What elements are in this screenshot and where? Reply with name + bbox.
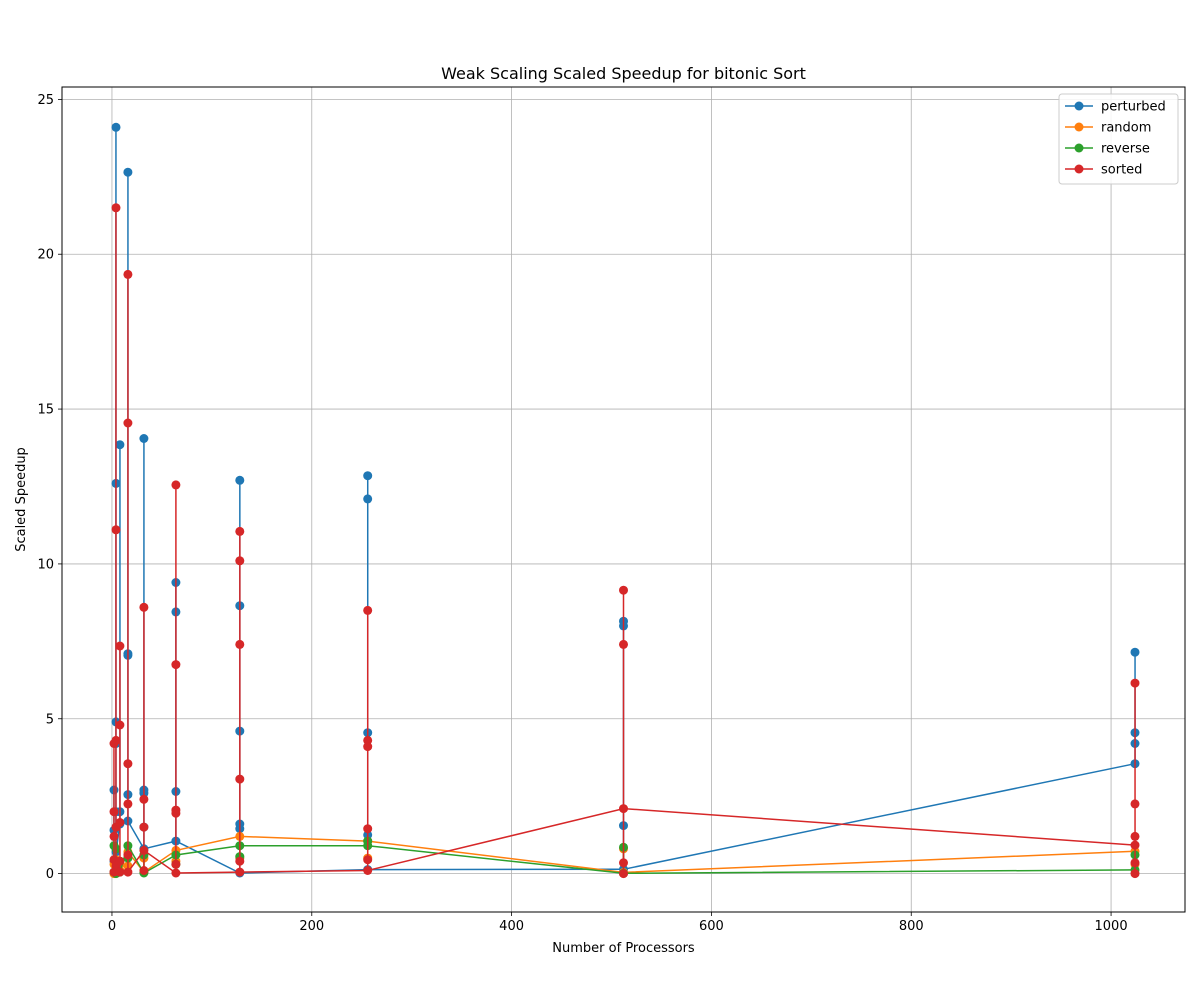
y-axis-label: Scaled Speedup bbox=[14, 447, 29, 552]
data-point-sorted bbox=[115, 720, 125, 730]
data-point-sorted bbox=[619, 639, 628, 649]
x-axis-label: Number of Processors bbox=[552, 941, 695, 956]
data-point-sorted bbox=[1130, 678, 1140, 688]
plot-frame bbox=[61, 86, 1186, 913]
legend-item-perturbed: perturbed bbox=[1065, 100, 1166, 115]
data-point-perturbed bbox=[1130, 647, 1140, 657]
data-point-sorted bbox=[619, 869, 628, 879]
data-point-perturbed bbox=[235, 475, 245, 485]
data-point-perturbed bbox=[139, 434, 149, 443]
data-point-sorted bbox=[123, 418, 133, 428]
data-point-sorted bbox=[123, 759, 133, 769]
data-point-sorted bbox=[363, 742, 373, 752]
legend-label: sorted bbox=[1101, 163, 1142, 178]
data-point-sorted bbox=[171, 808, 181, 818]
data-point-sorted bbox=[115, 818, 125, 827]
legend-label: perturbed bbox=[1101, 100, 1166, 115]
data-point-sorted bbox=[123, 799, 133, 809]
data-point-sorted bbox=[235, 526, 245, 536]
chart-title: Weak Scaling Scaled Speedup for bitonic … bbox=[441, 64, 806, 83]
data-point-sorted bbox=[123, 269, 133, 279]
x-tick-label: 400 bbox=[499, 919, 524, 934]
data-point-sorted bbox=[619, 804, 628, 814]
data-point-perturbed bbox=[363, 471, 373, 481]
data-point-sorted bbox=[1130, 831, 1140, 841]
data-point-perturbed bbox=[123, 167, 133, 177]
data-point-sorted bbox=[139, 822, 149, 832]
y-tick-label: 20 bbox=[37, 248, 54, 263]
data-point-sorted bbox=[235, 867, 245, 877]
series-sorted bbox=[109, 203, 1140, 879]
legend-marker bbox=[1074, 164, 1084, 174]
data-point-sorted bbox=[171, 480, 181, 490]
legend-label: random bbox=[1101, 121, 1151, 136]
x-tick-label: 600 bbox=[699, 919, 724, 934]
y-tick-label: 5 bbox=[46, 712, 54, 727]
legend-label: reverse bbox=[1101, 142, 1150, 157]
legend-marker bbox=[1074, 122, 1084, 132]
data-point-sorted bbox=[363, 605, 373, 615]
data-point-sorted bbox=[139, 845, 149, 855]
y-tick-label: 25 bbox=[37, 93, 54, 108]
data-point-sorted bbox=[171, 859, 181, 869]
data-point-sorted bbox=[1130, 840, 1140, 850]
data-point-sorted bbox=[109, 831, 119, 841]
data-point-sorted bbox=[235, 556, 245, 566]
y-tick-label: 10 bbox=[37, 557, 54, 572]
x-tick-label: 1000 bbox=[1095, 919, 1128, 934]
series-layer bbox=[109, 122, 1140, 879]
data-point-sorted bbox=[235, 774, 245, 784]
data-point-sorted bbox=[115, 867, 125, 877]
data-point-sorted bbox=[139, 794, 149, 804]
y-tick-label: 15 bbox=[37, 403, 54, 418]
data-point-sorted bbox=[619, 858, 628, 868]
data-point-sorted bbox=[1130, 799, 1140, 809]
data-point-sorted bbox=[1130, 869, 1140, 879]
data-point-sorted bbox=[109, 807, 119, 817]
data-point-sorted bbox=[363, 855, 373, 865]
data-point-sorted bbox=[619, 585, 628, 595]
data-point-sorted bbox=[123, 867, 133, 877]
x-tick-label: 800 bbox=[899, 919, 924, 934]
data-point-sorted bbox=[111, 203, 121, 213]
data-point-sorted bbox=[115, 856, 125, 866]
legend-box bbox=[1058, 93, 1179, 185]
data-point-sorted bbox=[171, 868, 181, 878]
x-tick-label: 200 bbox=[299, 919, 324, 934]
data-point-sorted bbox=[139, 602, 149, 612]
data-point-sorted bbox=[363, 735, 373, 745]
data-point-sorted bbox=[139, 866, 149, 875]
legend: perturbed random reverse sorted bbox=[1058, 93, 1179, 185]
legend-marker bbox=[1074, 143, 1084, 153]
data-point-sorted bbox=[363, 866, 373, 875]
data-point-sorted bbox=[235, 856, 245, 866]
data-point-perturbed bbox=[111, 122, 121, 132]
data-point-sorted bbox=[111, 525, 121, 535]
data-point-perturbed bbox=[115, 440, 125, 450]
legend-marker bbox=[1074, 101, 1084, 111]
data-point-sorted bbox=[123, 850, 133, 860]
data-point-sorted bbox=[171, 660, 181, 670]
data-point-perturbed bbox=[363, 494, 373, 504]
legend-item-sorted: sorted bbox=[1065, 163, 1142, 178]
data-point-sorted bbox=[363, 824, 373, 834]
y-tick-label: 0 bbox=[46, 867, 54, 882]
x-tick-label: 0 bbox=[108, 919, 116, 934]
data-point-sorted bbox=[1130, 858, 1140, 868]
data-point-sorted bbox=[115, 641, 125, 651]
data-point-sorted bbox=[111, 735, 121, 745]
axis-ticks: 0 200 400 600 800 1000 0 5 10 15 20 25 bbox=[37, 93, 1127, 934]
legend-item-random: random bbox=[1065, 121, 1151, 136]
legend-item-reverse: reverse bbox=[1065, 142, 1150, 157]
data-point-sorted bbox=[235, 639, 245, 649]
grid bbox=[62, 87, 1185, 912]
